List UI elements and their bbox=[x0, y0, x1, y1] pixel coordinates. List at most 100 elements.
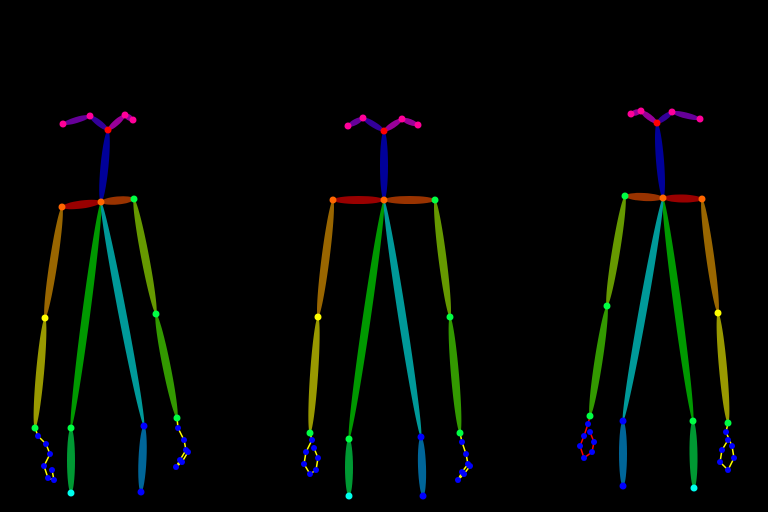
knee-joint-left bbox=[137, 488, 145, 496]
hip-joint-left bbox=[140, 422, 148, 430]
elbow-joint-right bbox=[41, 314, 49, 322]
nose-joint bbox=[653, 119, 661, 127]
hand-joint-right bbox=[725, 467, 731, 473]
hand-joint-right bbox=[45, 475, 51, 481]
leg-limb-left bbox=[417, 436, 427, 497]
leg-limb-right bbox=[689, 420, 698, 489]
hand-joint-left bbox=[581, 455, 587, 461]
ear-joint-right bbox=[696, 115, 704, 123]
wrist-joint-left bbox=[173, 414, 181, 422]
torso-limb-left bbox=[622, 197, 664, 422]
torso-limb-right bbox=[348, 199, 385, 440]
shoulder-joint-right bbox=[58, 203, 66, 211]
hand-joint-right bbox=[303, 449, 309, 455]
hip-joint-left bbox=[417, 433, 425, 441]
shoulder-limb-right bbox=[662, 194, 703, 203]
hip-joint-right bbox=[689, 417, 697, 425]
wrist-joint-right bbox=[31, 424, 39, 432]
hand-joint-right bbox=[311, 445, 317, 451]
hand-joint-right bbox=[35, 433, 41, 439]
hand-joint-left bbox=[179, 459, 185, 465]
knee-joint-left bbox=[419, 492, 427, 500]
face-limb-right-ear bbox=[347, 117, 364, 127]
eye-joint-right bbox=[668, 108, 676, 116]
wrist-joint-right bbox=[724, 419, 732, 427]
knee-joint-right bbox=[345, 492, 353, 500]
skeleton-figure-2 bbox=[301, 114, 473, 500]
hand-joint-left bbox=[589, 449, 595, 455]
shoulder-limb-left bbox=[100, 196, 135, 205]
hand-joint-right bbox=[301, 461, 307, 467]
hand-joint-right bbox=[313, 467, 319, 473]
hand-joint-right bbox=[725, 437, 731, 443]
lower-arm-limb-right bbox=[308, 316, 320, 434]
face-limb-left-eye bbox=[383, 118, 403, 132]
eye-joint-left bbox=[637, 107, 645, 115]
hand-joint-left bbox=[587, 429, 593, 435]
elbow-joint-right bbox=[314, 313, 322, 321]
hand-joint-left bbox=[577, 443, 583, 449]
shoulder-limb-left bbox=[624, 192, 664, 202]
upper-arm-limb-left bbox=[606, 195, 626, 307]
lower-arm-limb-left bbox=[448, 316, 462, 434]
shoulder-joint-left bbox=[431, 196, 439, 204]
hip-joint-right bbox=[345, 435, 353, 443]
ear-joint-left bbox=[129, 116, 137, 124]
leg-limb-right bbox=[345, 439, 353, 496]
elbow-joint-left bbox=[152, 310, 160, 318]
ear-joint-right bbox=[344, 122, 352, 130]
knee-joint-right bbox=[690, 484, 698, 492]
hand-joint-right bbox=[731, 455, 737, 461]
leg-limb-left bbox=[138, 425, 147, 493]
wrist-joint-left bbox=[456, 429, 464, 437]
skeleton-figures bbox=[31, 107, 737, 500]
hand-joint-right bbox=[47, 451, 53, 457]
leg-limb-right bbox=[67, 428, 75, 493]
wrist-joint-right bbox=[306, 429, 314, 437]
hand-joint-right bbox=[51, 477, 57, 483]
ear-joint-left bbox=[627, 110, 635, 118]
hand-joint-right bbox=[717, 459, 723, 465]
torso-limb-right bbox=[662, 197, 694, 422]
lower-arm-limb-right bbox=[33, 317, 47, 429]
lower-arm-limb-left bbox=[155, 313, 178, 419]
hand-joint-left bbox=[463, 451, 469, 457]
face-limb-right-eye bbox=[656, 111, 673, 124]
hand-joint-right bbox=[307, 471, 313, 477]
lower-arm-limb-right bbox=[716, 312, 730, 424]
shoulder-limb-right bbox=[61, 199, 102, 210]
elbow-joint-left bbox=[603, 302, 611, 310]
hand-joint-left bbox=[467, 463, 473, 469]
face-limb-left-eye bbox=[107, 114, 126, 131]
shoulder-limb-left bbox=[384, 196, 435, 204]
hand-joint-left bbox=[181, 437, 187, 443]
knee-joint-left bbox=[619, 482, 627, 490]
hand-joint-right bbox=[723, 429, 729, 435]
hip-joint-right bbox=[67, 424, 75, 432]
hand-joint-left bbox=[455, 477, 461, 483]
hand-joint-right bbox=[43, 441, 49, 447]
shoulder-joint-right bbox=[698, 195, 706, 203]
hand-joint-left bbox=[173, 464, 179, 470]
wrist-joint-left bbox=[586, 412, 594, 420]
hand-joint-right bbox=[315, 455, 321, 461]
hand-joint-right bbox=[309, 437, 315, 443]
neck-joint bbox=[380, 196, 388, 204]
eye-joint-right bbox=[86, 112, 94, 120]
skeleton-figure-3 bbox=[577, 107, 737, 492]
hand-joint-left bbox=[461, 471, 467, 477]
hand-joint-left bbox=[185, 449, 191, 455]
hand-joint-left bbox=[581, 433, 587, 439]
face-limb-right-eye bbox=[89, 115, 109, 131]
hand-joint-left bbox=[459, 439, 465, 445]
upper-arm-limb-left bbox=[434, 199, 451, 318]
ear-joint-left bbox=[414, 121, 422, 129]
hand-joint-right bbox=[719, 447, 725, 453]
skeleton-figure-1 bbox=[31, 111, 191, 497]
hand-joint-right bbox=[729, 443, 735, 449]
hand-joint-right bbox=[49, 467, 55, 473]
upper-arm-limb-right bbox=[44, 206, 63, 319]
eye-joint-right bbox=[359, 114, 367, 122]
neck-limb bbox=[380, 131, 388, 200]
neck-joint bbox=[659, 194, 667, 202]
